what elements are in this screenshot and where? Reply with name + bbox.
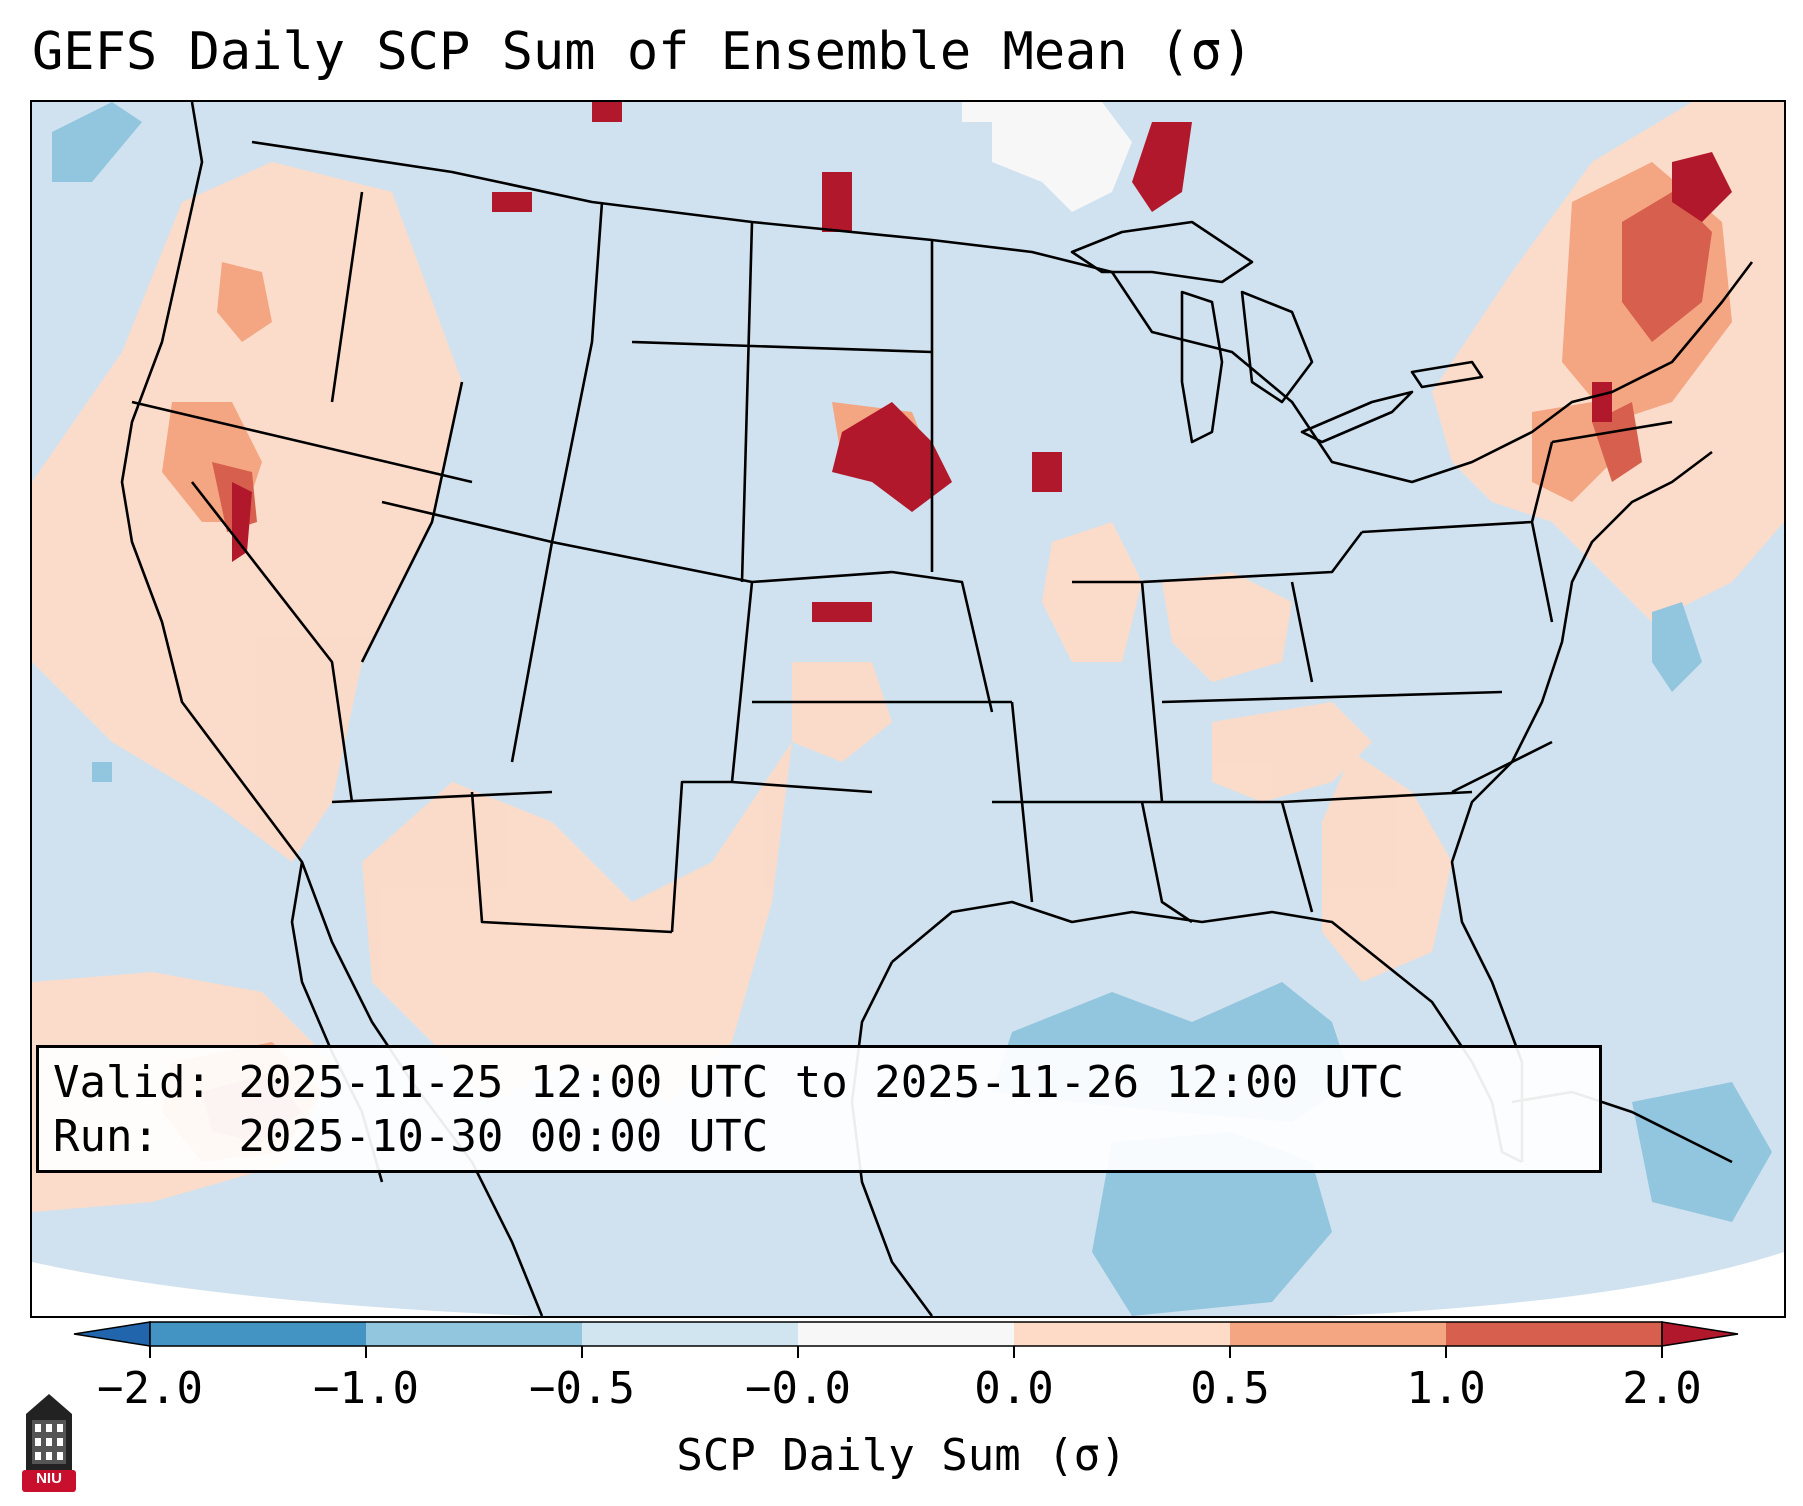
valid-value: 2025-11-25 12:00 UTC to 2025-11-26 12:00… — [238, 1057, 1405, 1108]
colorbar-bin — [366, 1322, 582, 1346]
lake-michigan — [1180, 290, 1224, 444]
colorbar-under-extension — [73, 1321, 151, 1347]
colorbar-tick-label: 2.0 — [1622, 1363, 1702, 1414]
colorbar-bin — [150, 1322, 366, 1346]
university-tower-icon — [22, 1394, 76, 1492]
colorbar-bin — [1446, 1322, 1662, 1346]
run-label: Run: — [53, 1111, 159, 1162]
colorbar-over-extension — [1661, 1321, 1739, 1347]
colorbar-label: SCP Daily Sum (σ) — [676, 1430, 1127, 1481]
colorbar-tick-label: 0.5 — [1190, 1363, 1270, 1414]
state-borders — [131, 191, 1673, 934]
valid-run-info-box: Valid: 2025-11-25 12:00 UTC to 2025-11-2… — [36, 1045, 1602, 1173]
colorbar-outline — [149, 1321, 1663, 1347]
colorbar-bin — [1014, 1322, 1230, 1346]
lake-huron — [1240, 290, 1314, 404]
colorbar-bin — [1230, 1322, 1446, 1346]
colorbar-tick-label: 0.0 — [974, 1363, 1054, 1414]
niu-logo: NIU — [20, 1392, 78, 1492]
valid-label: Valid: — [53, 1057, 212, 1108]
colorbar-tick-label: −1.0 — [313, 1363, 419, 1414]
colorbar-tick-label: −2.0 — [97, 1363, 203, 1414]
run-value: 2025-10-30 00:00 UTC — [238, 1111, 769, 1162]
coastline-atlantic — [1450, 450, 1713, 1162]
lake-ontario — [1410, 360, 1484, 389]
lake-superior — [1070, 220, 1254, 284]
anomaly-regions-dark-red — [232, 102, 1732, 622]
logo-text: NIU — [36, 1470, 62, 1487]
projection-edge-bottom-right — [1332, 1252, 1784, 1316]
colorbar-tick-label: 1.0 — [1406, 1363, 1486, 1414]
colorbar-bin — [582, 1322, 798, 1346]
lake-erie — [1300, 390, 1414, 444]
anomaly-regions-neutral — [962, 102, 1132, 212]
colorbar-ticks — [149, 1346, 1663, 1358]
map-panel[interactable] — [30, 100, 1786, 1318]
projection-edge-bottom-left — [32, 1262, 532, 1316]
colorbar-tick-label: −0.0 — [745, 1363, 851, 1414]
page-title: GEFS Daily SCP Sum of Ensemble Mean (σ) — [32, 22, 1253, 82]
map-canvas — [32, 102, 1784, 1316]
colorbar-bin — [798, 1322, 1014, 1346]
colorbar-tick-label: −0.5 — [529, 1363, 635, 1414]
